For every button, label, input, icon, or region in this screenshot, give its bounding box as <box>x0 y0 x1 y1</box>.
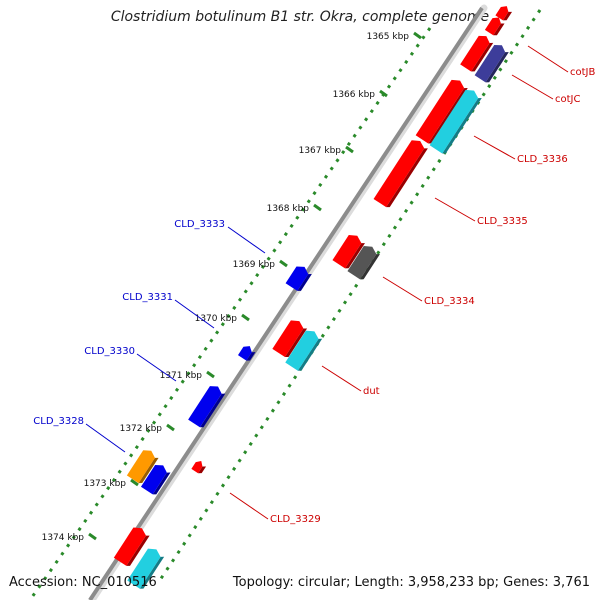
gene-label[interactable]: CLD_3330 <box>84 346 135 357</box>
tick-ring-outer <box>158 9 542 581</box>
tick-label: 1367 kbp <box>299 146 342 156</box>
tick-label: 1370 kbp <box>195 314 238 324</box>
gene-label[interactable]: cotJB <box>570 67 595 78</box>
tick-mark <box>130 478 139 487</box>
gene-label[interactable]: CLD_3335 <box>477 216 528 227</box>
tick-label: 1372 kbp <box>120 424 163 434</box>
gene-label-leader <box>434 197 476 222</box>
tick-mark <box>241 313 250 322</box>
gene-arrow-forward[interactable] <box>127 545 165 590</box>
gene-label[interactable]: CLD_3328 <box>33 416 84 427</box>
gene-label-leader <box>136 353 177 382</box>
tick-label: 1365 kbp <box>367 32 410 42</box>
gene-arrow-forward[interactable] <box>285 327 323 372</box>
gene-label-leader <box>527 45 569 73</box>
tick-mark <box>166 423 175 432</box>
gene-label-leader <box>229 492 269 520</box>
tick-label: 1371 kbp <box>160 371 203 381</box>
gene-arrow-forward[interactable] <box>347 243 381 281</box>
gene-arrow-reverse[interactable] <box>140 462 172 496</box>
gene-arrow-forward[interactable] <box>332 232 366 270</box>
tick-mark <box>88 532 97 541</box>
topology-text: Topology: circular; Length: 3,958,233 bp… <box>232 575 590 590</box>
tick-mark <box>413 31 422 40</box>
gene-label-leader <box>321 365 362 392</box>
map-title: Clostridium botulinum B1 str. Okra, comp… <box>110 9 490 25</box>
tick-label: 1366 kbp <box>333 90 376 100</box>
tick-mark <box>206 370 215 379</box>
gene-arrow-forward[interactable] <box>484 15 506 37</box>
gene-label[interactable]: CLD_3329 <box>270 514 321 525</box>
gene-arrow-forward[interactable] <box>495 4 513 22</box>
tick-mark <box>345 145 354 154</box>
tick-label: 1373 kbp <box>84 479 127 489</box>
gene-label-leader <box>85 423 126 453</box>
tick-label: 1369 kbp <box>233 260 276 270</box>
gene-label[interactable]: CLD_3333 <box>174 219 225 230</box>
tick-mark <box>379 89 388 98</box>
gene-label[interactable]: CLD_3331 <box>122 292 173 303</box>
tick-mark <box>313 203 322 212</box>
accession-text: Accession: NC_010516 <box>9 575 157 590</box>
gene-arrow-forward[interactable] <box>474 42 510 84</box>
gene-arrow-forward[interactable] <box>373 137 429 209</box>
gene-arrow-reverse[interactable] <box>237 343 257 362</box>
gene-arrow-forward[interactable] <box>272 317 308 359</box>
gene-label-leader <box>227 226 266 254</box>
gene-label[interactable]: cotJC <box>555 94 580 105</box>
gene-label-leader <box>382 276 423 302</box>
gene-label[interactable]: CLD_3336 <box>517 154 568 165</box>
gene-arrow-forward[interactable] <box>460 33 494 74</box>
tick-mark <box>279 259 288 268</box>
gene-label[interactable]: dut <box>363 386 380 397</box>
gene-label-leader <box>174 299 215 329</box>
gene-arrow-reverse[interactable] <box>285 263 313 292</box>
gene-label-leader <box>473 135 516 160</box>
gene-label[interactable]: CLD_3334 <box>424 296 475 307</box>
gene-arrow-forward[interactable] <box>191 459 207 475</box>
gene-arrow-forward[interactable] <box>113 524 151 567</box>
gene-label-leader <box>511 74 554 100</box>
gene-arrow-reverse[interactable] <box>188 383 226 429</box>
tick-ring-inner <box>28 27 432 600</box>
gene-arrow-forward[interactable] <box>429 87 483 156</box>
tick-label: 1368 kbp <box>267 204 310 214</box>
gene-arrow-reverse[interactable] <box>126 447 160 485</box>
genome-backbone <box>88 6 484 600</box>
tick-label: 1374 kbp <box>42 533 85 543</box>
